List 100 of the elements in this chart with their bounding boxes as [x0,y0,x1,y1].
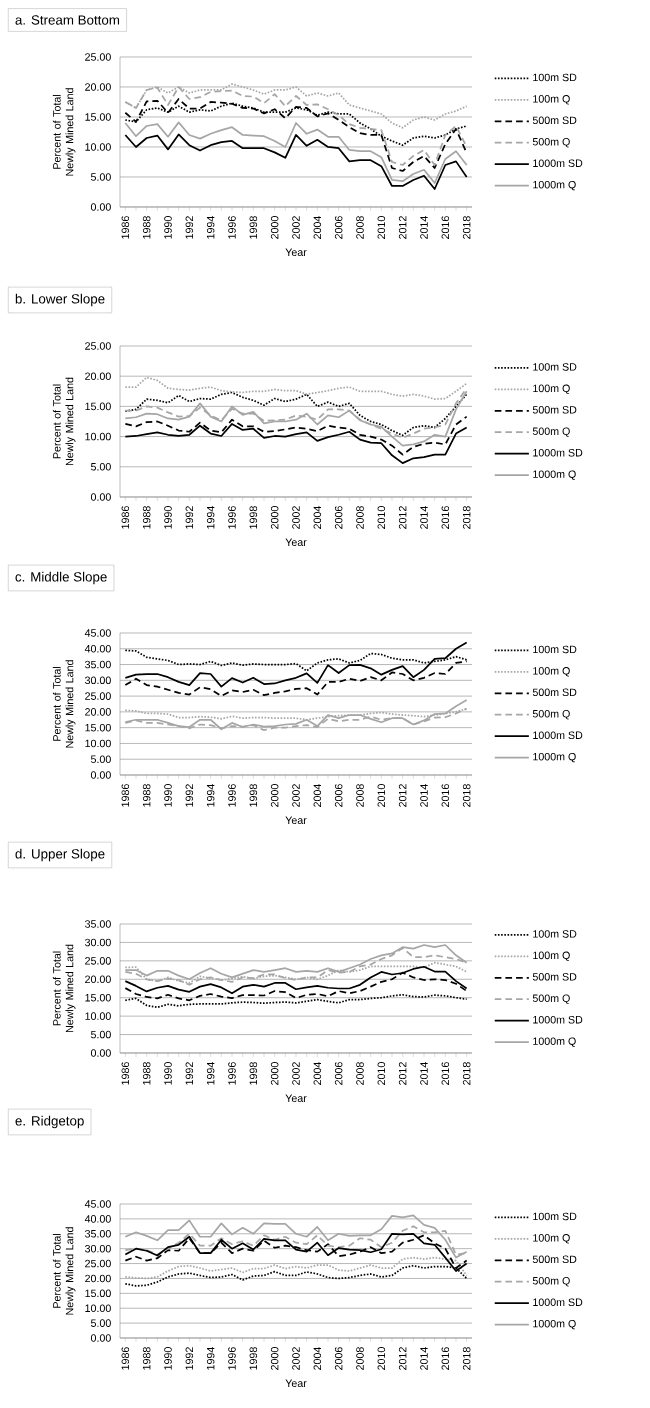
x-tick-label: 1992 [185,216,194,239]
y-axis-title: Percent of Total Newly Mined Land [52,944,76,1033]
x-tick-label: 1992 [185,784,194,807]
x-tick-label: 1988 [142,1347,151,1370]
x-tick-label: 2006 [334,216,343,239]
chart-title: d. Upper Slope [15,848,105,862]
legend-label: 500m Q [532,137,570,148]
legend-label: 100m SD [533,1212,577,1221]
x-tick-label: 1990 [164,506,172,529]
x-tick-label: 1994 [206,1062,215,1085]
x-tick-label: 2004 [313,1062,322,1085]
y-axis-title: Percent of Total Newly Mined Land [52,88,76,176]
y-tick-label: 0.00 [90,1334,111,1342]
x-tick-label: 2004 [313,506,322,529]
y-tick-label: 10.00 [85,1012,111,1020]
legend-label: 500m Q [532,709,570,720]
x-tick-label: 2016 [441,1062,450,1085]
y-tick-label: 25.00 [85,342,111,350]
y-tick-label: 45.00 [84,629,111,637]
x-tick-label: 1988 [142,216,151,239]
y-tick-label: 35.00 [84,1230,111,1238]
x-axis-title: Year [285,1379,307,1388]
y-tick-label: 5.00 [90,1319,111,1327]
x-tick-label: 2002 [292,784,300,807]
y-tick-label: 25.00 [85,53,111,61]
x-tick-label: 2018 [462,784,471,807]
legend-label: 100m SD [533,645,577,654]
x-tick-label: 2016 [441,216,450,239]
x-tick-label: 1986 [121,784,130,807]
legend-label: 1000m SD [533,448,583,457]
y-tick-label: 30.00 [84,938,111,947]
x-tick-label: 2014 [420,1347,428,1370]
x-tick-label: 2010 [377,216,386,239]
legend-label: 500m SD [532,688,577,697]
x-tick-label: 1990 [164,1062,172,1085]
x-tick-label: 1994 [206,506,215,529]
x-tick-label: 1990 [164,784,172,807]
x-tick-label: 1998 [249,1062,258,1085]
x-tick-label: 2010 [377,506,386,529]
legend-label: 500m Q [532,1277,570,1287]
x-tick-label: 2006 [334,1062,343,1085]
x-tick-label: 2002 [292,1347,300,1370]
y-tick-label: 5.00 [90,755,111,763]
y-tick-label: 15.00 [85,1289,111,1298]
chart-title: c. Middle Slope [15,571,107,585]
x-tick-label: 2018 [462,1062,471,1085]
legend-label: 100m Q [533,95,570,105]
y-tick-label: 20.00 [85,708,111,716]
y-tick-label: 5.00 [90,1030,111,1039]
chart-title: b. Lower Slope [15,293,105,307]
x-tick-label: 2000 [270,506,279,529]
x-tick-label: 2004 [313,1347,322,1370]
x-tick-label: 1990 [164,1347,172,1370]
x-tick-label: 2010 [377,1347,386,1370]
y-tick-label: 45.00 [84,1200,111,1208]
x-tick-label: 2018 [462,506,471,529]
y-axis-title: Percent of Total Newly Mined Land [52,660,76,748]
x-tick-label: 1996 [228,1347,236,1370]
x-tick-label: 2016 [441,1347,450,1370]
legend-label: 1000m SD [533,731,583,739]
y-tick-label: 35.00 [84,660,111,669]
y-tick-label: 0.00 [90,203,111,211]
x-tick-label: 2018 [462,216,471,239]
x-tick-label: 1992 [185,1347,194,1370]
x-tick-label: 1992 [185,506,194,529]
x-tick-label: 1992 [185,1062,194,1085]
legend-label: 1000m SD [533,159,583,167]
y-tick-label: 25.00 [85,957,111,965]
y-tick-label: 25.00 [85,692,111,700]
y-tick-label: 30.00 [84,676,111,685]
y-tick-label: 40.00 [84,644,111,653]
y-tick-label: 15.00 [85,993,111,1002]
x-tick-label: 2014 [420,506,428,529]
legend-label: 1000m Q [533,180,576,191]
y-tick-label: 0.00 [90,1049,111,1057]
x-tick-label: 1996 [228,216,236,239]
y-tick-label: 10.00 [85,143,111,151]
x-tick-label: 2014 [420,784,428,807]
y-tick-label: 25.00 [85,1259,111,1268]
x-tick-label: 1990 [164,216,172,239]
x-tick-label: 1996 [228,506,236,529]
x-tick-label: 1998 [249,784,258,807]
x-tick-label: 1986 [121,216,130,239]
y-tick-label: 5.00 [90,463,111,471]
x-tick-label: 2012 [398,784,407,807]
legend-label: 500m SD [532,116,577,125]
x-tick-label: 2008 [356,1062,364,1085]
x-tick-label: 2000 [270,784,279,807]
legend-label: 500m SD [532,973,577,981]
x-axis-title: Year [285,538,307,547]
x-axis-title: Year [285,816,307,825]
y-tick-label: 20.00 [85,372,111,380]
x-tick-label: 1986 [121,506,130,529]
y-tick-label: 10.00 [85,432,111,441]
x-tick-label: 2010 [377,1062,386,1085]
legend-label: 100m Q [533,951,570,962]
y-tick-label: 15.00 [85,113,111,121]
legend-label: 500m Q [532,427,570,437]
legend-label: 500m SD [532,406,577,414]
legend-label: 500m SD [532,1255,577,1264]
